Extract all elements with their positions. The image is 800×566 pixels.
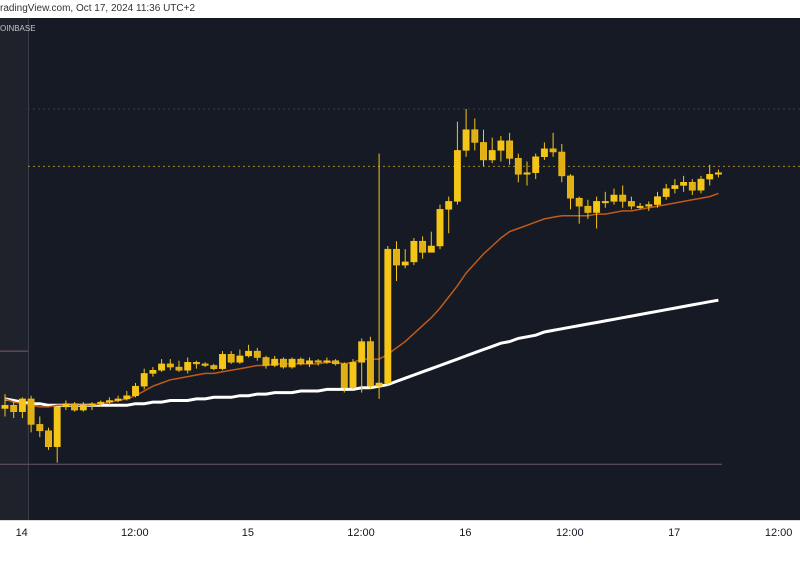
candle-body: [601, 201, 609, 204]
candle-body: [323, 360, 331, 363]
candle-body: [532, 156, 540, 173]
candle-body: [445, 201, 453, 210]
candle-body: [706, 174, 714, 180]
candle-body: [245, 350, 253, 357]
candle-body: [192, 362, 200, 365]
candle-body: [610, 194, 618, 202]
x-axis: 14 12:00 15 12:00 16 12:00 17 12:00: [0, 520, 800, 545]
candle-body: [401, 261, 409, 266]
candle-body: [688, 182, 696, 191]
candle-body: [45, 430, 52, 447]
price-chart[interactable]: [0, 18, 800, 520]
x-tick-label: 12:00: [347, 527, 375, 539]
candle-body: [279, 358, 287, 368]
candle-body: [410, 240, 418, 263]
candle-body: [593, 201, 601, 213]
candle-body: [636, 205, 644, 208]
candle-body: [149, 369, 157, 374]
candle-body: [227, 354, 235, 363]
candle-body: [184, 362, 192, 371]
candle-body: [349, 362, 357, 389]
candle-body: [219, 354, 226, 369]
candle-body: [654, 196, 661, 205]
candle-body: [114, 398, 122, 401]
candle-body: [393, 248, 400, 266]
candle-body: [549, 148, 557, 153]
header-bar: radingView.com, Oct 17, 2024 11:36 UTC+2: [0, 0, 800, 18]
candle-body: [627, 201, 635, 207]
candle-body: [340, 363, 348, 389]
footer-space: [0, 544, 800, 566]
exchange-label: OINBASE: [0, 24, 36, 33]
candle-body: [567, 175, 574, 199]
candle-body: [88, 403, 96, 406]
candle-body: [480, 142, 487, 161]
candle-body: [236, 355, 244, 363]
candle-body: [558, 151, 566, 177]
header-text: radingView.com, Oct 17, 2024 11:36 UTC+2: [0, 3, 196, 14]
candle-body: [288, 358, 296, 368]
candle-body: [10, 405, 18, 412]
candle-body: [27, 398, 35, 425]
candle-body: [79, 405, 87, 411]
candle-body: [175, 366, 183, 371]
candle-body: [662, 188, 670, 197]
candle-body: [332, 360, 340, 365]
candle-body: [523, 172, 531, 175]
candle-body: [166, 363, 174, 368]
candle-body: [132, 385, 139, 396]
x-tick-label: 12:00: [764, 527, 793, 539]
candle-body: [210, 365, 218, 369]
x-tick-label: 12:00: [121, 527, 149, 539]
candle-body: [62, 403, 70, 408]
candle-body: [158, 363, 166, 371]
candle-body: [253, 350, 261, 358]
candle-body: [384, 248, 392, 384]
candle-body: [97, 401, 105, 404]
x-tick-label: 14: [15, 527, 28, 539]
candle-body: [419, 240, 427, 253]
candle-body: [358, 341, 366, 363]
candle-body: [575, 197, 583, 207]
x-tick-label: 12:00: [556, 527, 584, 539]
candle-body: [201, 363, 209, 366]
candle-body: [105, 400, 113, 403]
candle-body: [306, 360, 313, 365]
candle-body: [506, 140, 514, 159]
candle-body: [366, 341, 374, 387]
x-tick-label: 17: [668, 527, 681, 539]
candle-body: [453, 150, 461, 202]
candle-body: [53, 406, 61, 447]
candle-body: [262, 357, 270, 366]
candle-body: [271, 358, 279, 366]
candle-body: [680, 182, 688, 186]
candle-body: [697, 178, 705, 191]
x-tick-label: 16: [459, 527, 472, 539]
candle-body: [514, 158, 522, 175]
candle-body: [18, 398, 26, 412]
x-tick-label: 15: [241, 527, 255, 539]
candle-body: [375, 382, 383, 387]
candle-body: [123, 395, 131, 400]
candle-body: [619, 194, 627, 202]
candle-body: [584, 205, 592, 213]
candle-body: [671, 185, 679, 189]
candle-body: [488, 150, 496, 161]
left-panel: [0, 18, 29, 520]
candle-body: [497, 140, 505, 151]
candle-body: [297, 358, 305, 365]
candle-body: [462, 129, 470, 151]
candle-body: [714, 172, 722, 175]
candle-body: [36, 424, 44, 432]
candle-body: [436, 209, 444, 247]
candle-body: [540, 148, 548, 158]
candle-body: [1, 405, 9, 409]
candle-body: [140, 373, 148, 387]
chart-area[interactable]: OINBASE: [0, 18, 800, 520]
candle-body: [645, 204, 653, 207]
candle-body: [71, 403, 79, 411]
candle-body: [314, 360, 322, 363]
candle-body: [471, 129, 479, 143]
candle-body: [427, 245, 435, 253]
